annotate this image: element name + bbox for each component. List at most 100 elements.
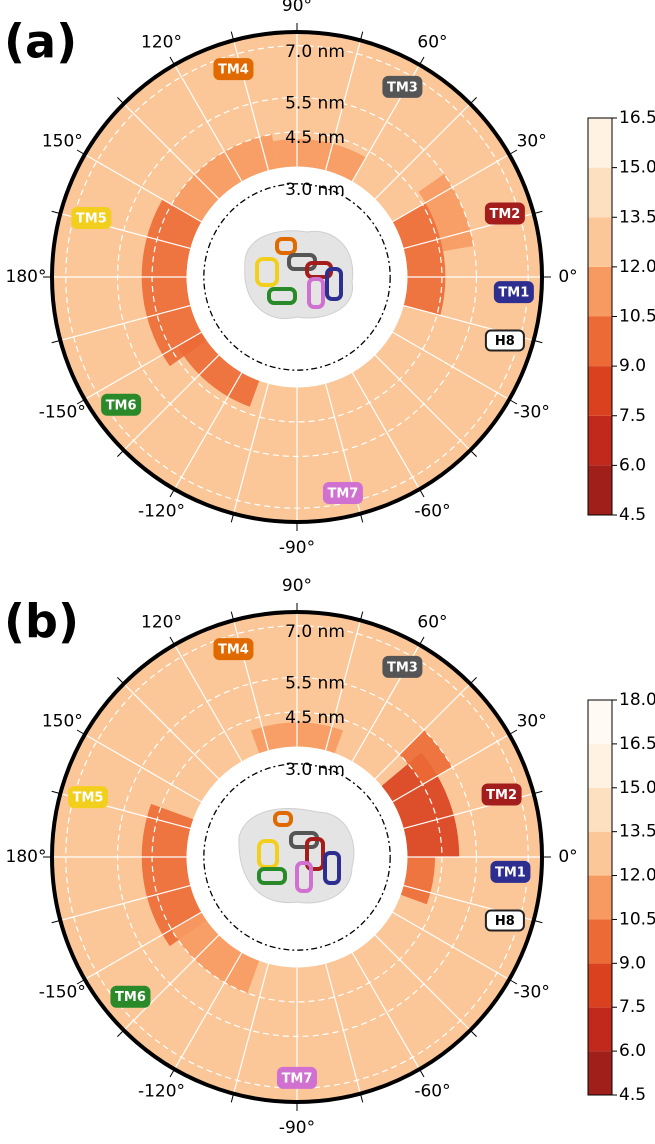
x-tick-label: -60° [414, 1082, 450, 1102]
x-tick-label: 30° [517, 132, 547, 152]
helix [305, 837, 325, 871]
helix [273, 811, 293, 827]
helix [267, 287, 297, 305]
helix-label: TM2 [486, 788, 517, 803]
colorbar-level [588, 118, 612, 168]
colorbar-level [588, 1007, 612, 1052]
helix-label-box [110, 985, 151, 1008]
x-tick-label: -30° [514, 983, 550, 1003]
r-grid [151, 131, 443, 423]
x-tick-label: 30° [517, 712, 547, 732]
helix-label: TM6 [115, 990, 146, 1005]
colorbar-level [588, 415, 612, 466]
helix-label-box [481, 783, 522, 806]
colorbar-tick-label: 7.5 [619, 997, 646, 1017]
heat-region [392, 202, 446, 316]
helix-label-box [68, 786, 109, 809]
colorbar-tick-label: 4.5 [619, 505, 646, 525]
helix [323, 851, 341, 885]
r-grid [116, 676, 478, 1038]
r-tick-label: 7.0 nm [285, 42, 345, 62]
plot-layers: 0° 30° 60° 90° 120° 150° 180° -150° -120° -90° -60… [4, 0, 655, 1138]
colorbar-level [588, 831, 612, 876]
colorbar-level [588, 316, 612, 367]
colorbar-level [588, 1051, 612, 1095]
grid-spoke [324, 620, 361, 751]
grid-spoke [84, 331, 202, 401]
x-tick-label: 90° [282, 576, 312, 596]
heat-region [399, 730, 453, 785]
x-tick-label: -30° [514, 403, 550, 423]
colorbar-level [588, 366, 612, 416]
colorbar-level [588, 167, 612, 218]
r-tick-label: 4.5 nm [285, 128, 345, 148]
colorbar-tick-label: 10.5 [619, 307, 655, 327]
colorbar-tick-label: 6.0 [619, 1041, 646, 1061]
x-tick-label: 180° [6, 267, 47, 287]
helix-label: TM7 [282, 1071, 313, 1086]
r-grid [151, 711, 443, 1003]
x-tick-label: 180° [6, 847, 47, 867]
colorbar-level [588, 875, 612, 920]
colorbar-level [588, 743, 612, 788]
helix-label: TM4 [218, 643, 249, 658]
helix-label-box [382, 75, 423, 98]
grid-spoke [173, 952, 243, 1070]
colorbar-tick-label: 9.0 [619, 356, 646, 376]
colorbar-level [588, 963, 612, 1008]
colorbar-frame [587, 699, 613, 1096]
r-grid [65, 45, 529, 509]
r-tick-label: 3.0 nm [285, 760, 345, 780]
helix-label-box [213, 58, 254, 81]
x-tick-label: 150° [42, 712, 83, 732]
helix-label: TM5 [76, 212, 107, 227]
x-tick-label: -90° [279, 1118, 315, 1138]
x-tick-label: -60° [414, 502, 450, 522]
helix [257, 867, 287, 885]
colorbar-level [588, 700, 612, 744]
grid-spoke [324, 40, 361, 171]
colorbar-tick-label: 10.5 [619, 909, 655, 929]
helix-label: H8 [495, 914, 515, 929]
colorbar-tick-label: 18.0 [619, 690, 655, 710]
helix-label: TM2 [489, 207, 520, 222]
protein-a [244, 230, 354, 319]
grid-spoke [123, 683, 220, 780]
heat-region [177, 332, 260, 407]
helix-label-box [101, 393, 142, 416]
x-tick-label: 120° [141, 32, 182, 52]
grid-spoke [173, 64, 243, 182]
colorbar-tick-label: 7.5 [619, 406, 646, 426]
outer-frame [50, 610, 544, 1104]
colorbar-level [588, 919, 612, 964]
helix-label: TM3 [387, 80, 418, 95]
helix-label-box [277, 1066, 317, 1089]
x-tick-label: -150° [39, 403, 86, 423]
x-tick-label: -120° [138, 502, 185, 522]
helix-label-box [71, 207, 112, 230]
helix [275, 237, 297, 255]
grid-spoke [324, 963, 361, 1094]
helix-label-box [484, 329, 525, 352]
helix-label-box [493, 281, 534, 304]
x-tick-label: 60° [417, 612, 447, 632]
grid-spoke [60, 884, 191, 921]
grid-spoke [123, 934, 220, 1031]
r-grid [203, 183, 391, 371]
grid-spoke [60, 304, 191, 341]
helix-label: TM7 [327, 487, 358, 502]
x-tick-label: 150° [42, 132, 83, 152]
panel-label: (b) [4, 595, 79, 649]
grid-spoke [374, 934, 471, 1031]
grid-spoke [173, 372, 243, 490]
r-grid [116, 96, 478, 458]
colorbar-tick-label: 13.5 [619, 822, 655, 842]
surface [244, 230, 354, 319]
colorbar-tick-label: 13.5 [619, 207, 655, 227]
x-tick-label: -120° [138, 1082, 185, 1102]
grid-spoke [233, 963, 270, 1094]
helix-label: TM4 [218, 63, 249, 78]
helix [255, 257, 279, 287]
colorbar-tick-label: 16.5 [619, 108, 655, 128]
